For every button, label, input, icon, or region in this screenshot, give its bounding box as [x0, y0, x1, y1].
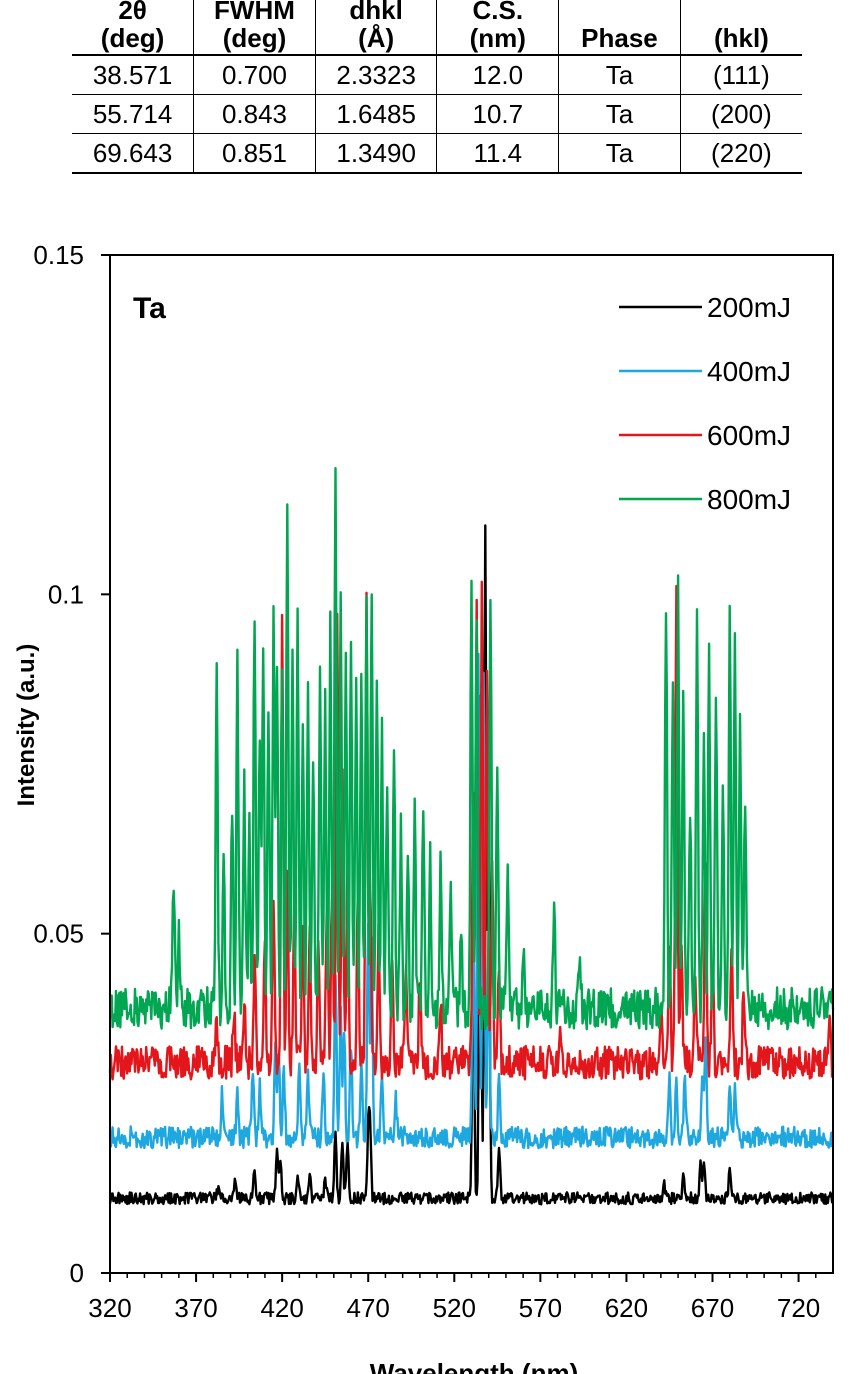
- x-tick-label: 370: [174, 1293, 217, 1323]
- table-cell: Ta: [558, 133, 681, 174]
- table-cell: 10.7: [436, 94, 559, 134]
- table-body: 38.571 0.700 2.3323 12.0 Ta (111) 55.714 0.843 1…: [72, 54, 802, 174]
- table-header-row: 2θ (deg) FWHM (deg) dhkl (Å) C.S. (nm) Phase (hkl…: [72, 0, 802, 56]
- table-header-text: (hkl): [713, 23, 769, 53]
- x-tick-label: 720: [777, 1293, 820, 1323]
- x-tick-label: 520: [433, 1293, 476, 1323]
- table-header-text: Phase: [581, 23, 658, 53]
- x-tick-label: 620: [605, 1293, 648, 1323]
- x-tick-label: 570: [519, 1293, 562, 1323]
- axes: 320 370 420 470 520 570 620 670 720 0 0.05 0.1 0.15: [33, 240, 820, 1323]
- series-line-400mJ: [109, 652, 835, 1150]
- y-tick-label: 0.15: [33, 240, 84, 270]
- x-tick-label: 420: [260, 1293, 303, 1323]
- x-tick-label: 320: [88, 1293, 131, 1323]
- y-tick-label: 0.05: [33, 919, 84, 949]
- table-cell: 55.714: [72, 94, 194, 134]
- table-cell: 0.843: [193, 94, 316, 134]
- table-cell: 0.851: [193, 133, 316, 174]
- table-cell: Ta: [558, 54, 681, 95]
- table-row: 38.571 0.700 2.3323 12.0 Ta (111): [72, 54, 802, 95]
- x-axis-label: Wavelength (nm): [370, 1358, 578, 1374]
- table-header-0: 2θ (deg): [72, 0, 194, 56]
- legend-label: 200mJ: [707, 292, 791, 323]
- table-header-text: 2θ: [118, 0, 147, 25]
- table-header-text: (deg): [100, 23, 165, 53]
- plot-area: [108, 467, 835, 1206]
- table-cell: 69.643: [72, 133, 194, 174]
- table-header-5: (hkl): [679, 0, 802, 56]
- table-cell: 38.571: [72, 54, 194, 95]
- table-cell: (111): [679, 54, 802, 95]
- table-cell: 11.4: [436, 133, 559, 174]
- legend-label: 600mJ: [707, 420, 791, 451]
- table-header-text: dhkl: [349, 0, 403, 25]
- table-header-text: (deg): [222, 23, 287, 53]
- table-header-text: FWHM: [214, 0, 295, 25]
- x-tick-label: 670: [691, 1293, 734, 1323]
- table-cell: 12.0: [436, 54, 559, 95]
- table-header-1: FWHM (deg): [193, 0, 316, 56]
- table-cell: 2.3323: [314, 54, 437, 95]
- y-tick-label: 0.1: [48, 579, 84, 609]
- legend-label: 800mJ: [707, 484, 791, 515]
- table-row: 55.714 0.843 1.6485 10.7 Ta (200): [72, 94, 802, 134]
- y-tick-label: 0: [70, 1258, 84, 1288]
- legend: 200mJ 400mJ 600mJ 800mJ: [619, 292, 791, 515]
- emission-spectrum-chart: 320 370 420 470 520 570 620 670 72000.050.10.15 …: [13, 240, 835, 1374]
- table-cell: Ta: [558, 94, 681, 134]
- table-row: 69.643 0.851 1.3490 11.4 Ta (220): [72, 133, 802, 174]
- table-cell: (220): [679, 133, 802, 174]
- x-tick-label: 470: [347, 1293, 390, 1323]
- series-line-200mJ: [108, 524, 835, 1206]
- table-header-text: (nm): [469, 23, 526, 53]
- chart-annotation: Ta: [133, 292, 166, 325]
- table-header-2: dhkl (Å): [314, 0, 437, 56]
- legend-label: 400mJ: [707, 356, 791, 387]
- table-cell: 1.6485: [314, 94, 437, 134]
- table-header-text: C.S.: [472, 0, 524, 25]
- series-line-800mJ: [108, 467, 835, 1031]
- y-axis-label: Intensity (a.u.): [13, 644, 40, 807]
- table-header-4: Phase: [558, 0, 681, 56]
- parameters-table: 2θ (deg) FWHM (deg) dhkl (Å) C.S. (nm) Phase (hkl…: [72, 0, 802, 174]
- table-cell: 1.3490: [314, 133, 437, 174]
- table-header-3: C.S. (nm): [436, 0, 559, 56]
- table-cell: 0.700: [193, 54, 316, 95]
- table-cell: (200): [679, 94, 802, 134]
- table-header-text: (Å): [358, 23, 395, 53]
